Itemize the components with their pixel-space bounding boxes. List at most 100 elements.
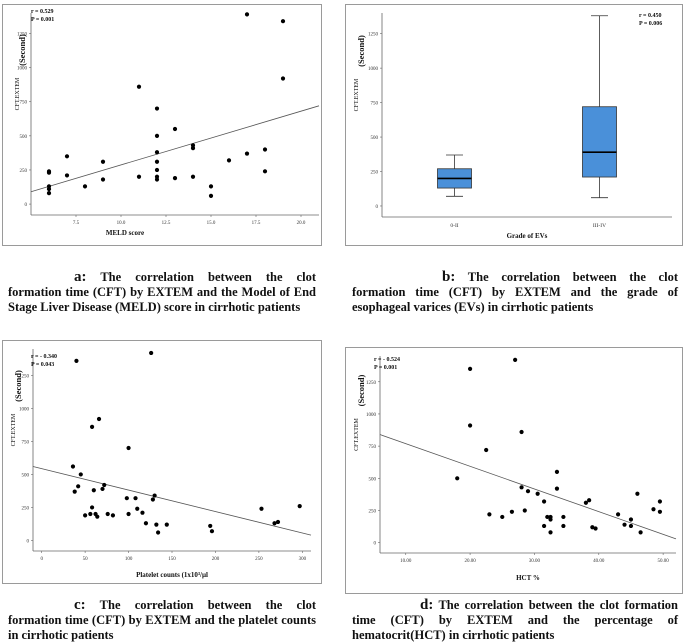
chart-a-xtick-label: 17.5 [252, 221, 261, 226]
chart-d-ytick-label: 250 [369, 510, 377, 515]
chart-c-point [272, 521, 277, 526]
chart-a-ytick-label: 250 [20, 169, 28, 174]
chart-d-point [455, 476, 460, 481]
chart-a-ytick-label: 500 [20, 135, 28, 140]
chart-d-point [509, 509, 515, 514]
chart-c-y-label: CFT.EXTEM [11, 413, 17, 446]
chart-a-xtick-label: 7.5 [73, 221, 80, 226]
chart-c-y-unit: (Second) [13, 370, 23, 402]
chart-a-point [280, 76, 286, 81]
chart-c-xtick-label: 200 [212, 557, 220, 562]
chart-c-point [140, 510, 145, 515]
caption-b-text: The correlation between the clot formati… [352, 270, 678, 314]
chart-a-r: r = 0.529 [31, 9, 54, 15]
chart-a-point [64, 173, 70, 178]
chart-b-p: P = 0.006 [639, 21, 663, 27]
chart-c-point [96, 416, 102, 422]
caption-a: a: The correlation between the clot form… [8, 270, 316, 315]
chart-b-svg: 0 250 500 750 1000 1250 0-II III-IV Grade of EVs… [354, 13, 672, 240]
chart-c-point [95, 514, 100, 519]
chart-a-point [172, 126, 178, 132]
chart-a-ytick-label: 1250 [17, 32, 28, 37]
chart-a-xtick-label: 20.0 [297, 221, 306, 226]
chart-d-point [525, 489, 531, 494]
chart-c-point [89, 424, 95, 429]
chart-c-xtick-label: 150 [168, 557, 176, 562]
chart-c-point [110, 513, 116, 518]
chart-d-x-label: HCT % [516, 574, 540, 582]
chart-c-point [143, 521, 149, 526]
chart-c-point [156, 530, 161, 535]
chart-d-point [561, 514, 566, 520]
chart-d-point [513, 357, 518, 362]
chart-d-point [522, 508, 527, 513]
chart-c-xtick-label: 300 [299, 557, 307, 562]
chart-c-x-label: Platelet counts (1x10³/µl [136, 571, 208, 579]
chart-a-xtick-label: 10.0 [117, 221, 126, 226]
chart-d-point [651, 507, 656, 512]
chart-a-ytick-label: 0 [25, 203, 28, 208]
chart-c-point [133, 496, 138, 501]
chart-d-point [545, 514, 550, 520]
chart-panel-a: 0 250 500 750 1000 1250 7.5 10.0 12.5 15.0 17.5 20.… [2, 4, 322, 246]
chart-c-r: r = - 0.340 [31, 354, 57, 360]
chart-a-y-label: CFT.EXTEM [15, 77, 21, 110]
chart-b-ytick-label: 750 [371, 102, 379, 107]
chart-c-point [126, 445, 131, 451]
chart-b-ytick-label: 1000 [368, 67, 379, 72]
chart-c-xtick-label: 100 [125, 557, 133, 562]
chart-a-point [154, 177, 160, 182]
chart-a-point [262, 169, 268, 174]
chart-b-x-label: Grade of EVs [507, 232, 548, 240]
chart-b-ytick-label: 1250 [368, 33, 379, 38]
chart-d-point [615, 512, 621, 517]
chart-c-point [297, 504, 302, 509]
chart-a-point [226, 158, 232, 163]
chart-c-xtick-label: 0 [40, 557, 43, 562]
chart-c-ytick-label: 500 [22, 473, 30, 478]
chart-a-point [208, 193, 214, 198]
chart-a-point [154, 133, 160, 138]
chart-c-point [259, 506, 264, 511]
chart-a-ytick-label: 750 [20, 101, 28, 106]
chart-d-ytick-label: 0 [374, 542, 377, 547]
chart-c-ytick-label: 1000 [19, 407, 30, 412]
chart-a-point [244, 151, 250, 156]
chart-d-point [519, 485, 524, 490]
chart-c-point [70, 464, 76, 469]
chart-d-point [590, 525, 595, 530]
chart-d-point [467, 423, 473, 428]
chart-d-r: r = - 0.524 [374, 357, 400, 363]
chart-d-point [554, 469, 560, 474]
chart-c-ytick-label: 0 [27, 539, 30, 544]
chart-b-box [582, 106, 617, 178]
chart-c-point [154, 522, 159, 527]
chart-c-point [78, 472, 83, 477]
chart-d-point [554, 486, 560, 491]
chart-d-point [635, 491, 640, 496]
chart-d-point [484, 447, 489, 453]
chart-c-point [150, 497, 155, 502]
caption-a-label: a: [74, 269, 87, 285]
chart-c-point [209, 529, 215, 534]
chart-panel-b: 0 250 500 750 1000 1250 0-II III-IV Grade of EVs… [345, 4, 683, 246]
chart-c-ytick-label: 250 [22, 506, 30, 511]
chart-c-point [88, 511, 93, 517]
chart-a-xtick-label: 15.0 [207, 221, 216, 226]
chart-a-point [262, 147, 268, 152]
chart-c-xtick-label: 50 [83, 557, 89, 562]
chart-c-regression-line [32, 466, 312, 536]
chart-a-ytick-label: 1000 [17, 67, 28, 72]
caption-b: b: The correlation between the clot form… [352, 270, 678, 315]
chart-d-point [541, 499, 547, 504]
caption-c-label: c: [74, 597, 86, 613]
chart-d-point [628, 523, 634, 529]
chart-b-stats: r = 0.450 P = 0.006 [639, 12, 662, 28]
chart-d-ytick-label: 1250 [366, 381, 377, 386]
chart-a-x-label: MELD score [106, 229, 144, 237]
chart-c-point [275, 519, 281, 525]
chart-a-xtick-label: 12.5 [162, 221, 171, 226]
chart-b-ytick-label: 250 [371, 171, 379, 176]
chart-d-ytick-label: 1000 [366, 413, 377, 418]
chart-a-point [100, 159, 106, 164]
